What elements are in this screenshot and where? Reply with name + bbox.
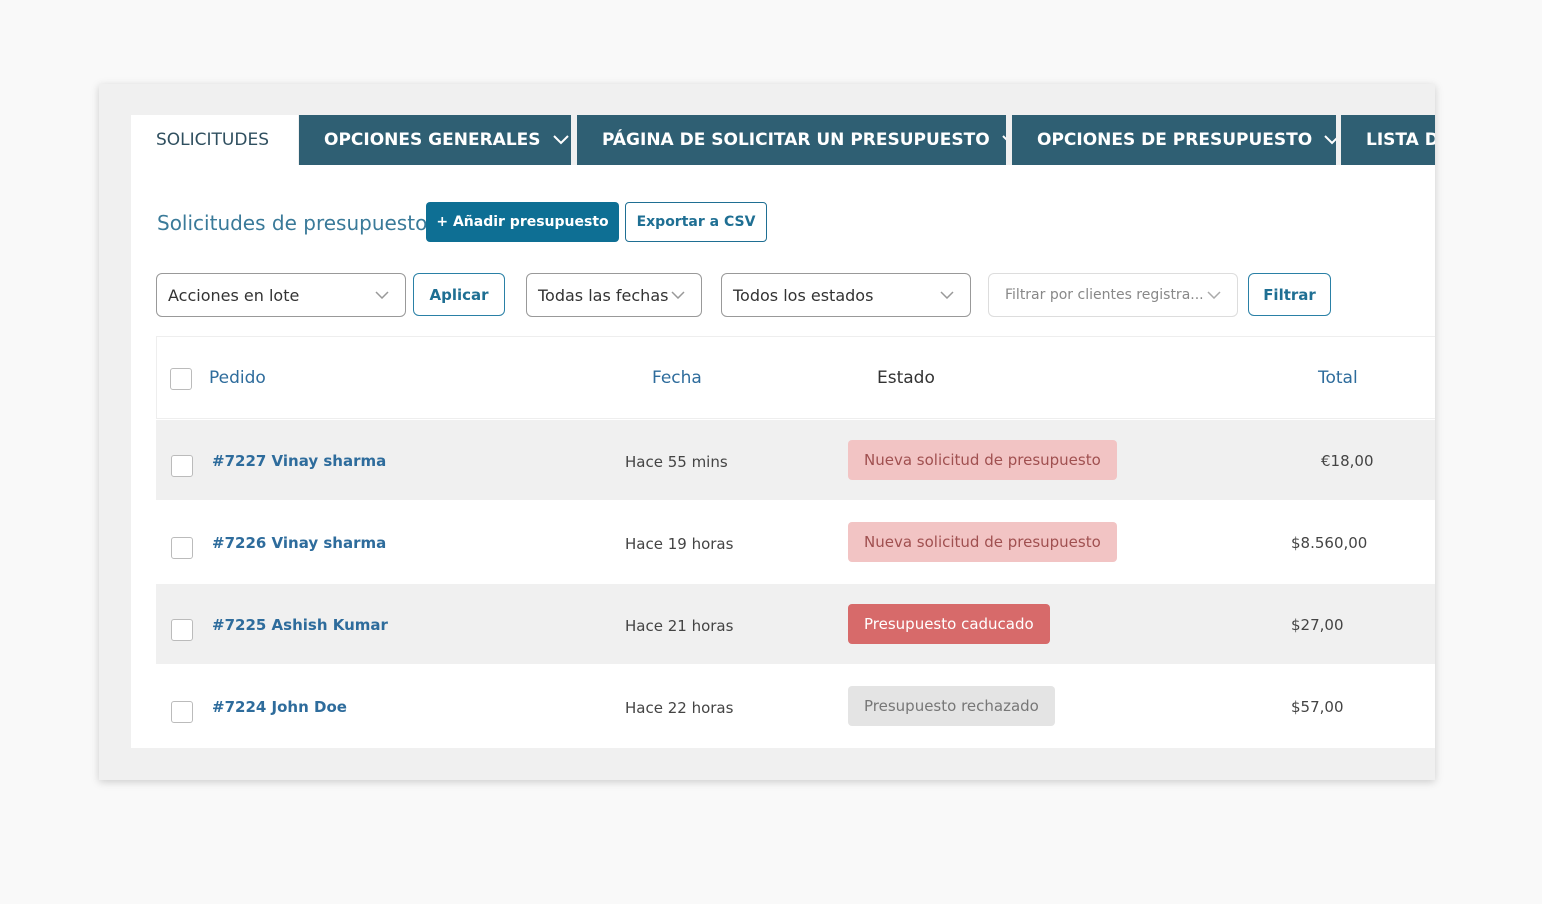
tab-label: OPCIONES GENERALES xyxy=(324,130,541,150)
status-badge: Nueva solicitud de presupuesto xyxy=(848,440,1117,480)
column-header[interactable]: Total xyxy=(1318,368,1358,388)
status-badge: Presupuesto caducado xyxy=(848,604,1050,644)
state-select[interactable]: Todos los estados xyxy=(721,273,971,317)
table-row xyxy=(156,584,1435,664)
total: €18,00 xyxy=(1321,452,1374,470)
checkbox[interactable] xyxy=(170,368,192,390)
column-header[interactable]: Pedido xyxy=(209,368,266,388)
order-link[interactable]: #7227 Vinay sharma xyxy=(212,452,387,470)
select-label: Todas las fechas xyxy=(538,285,669,305)
tab[interactable]: OPCIONES DE PRESUPUESTO xyxy=(1012,115,1336,165)
column-header[interactable]: Fecha xyxy=(652,368,702,388)
tab[interactable]: OPCIONES GENERALES xyxy=(299,115,571,165)
status-badge: Presupuesto rechazado xyxy=(848,686,1055,726)
total: $27,00 xyxy=(1291,616,1344,634)
table-row xyxy=(156,666,1435,746)
tab-label: OPCIONES DE PRESUPUESTO xyxy=(1037,130,1313,150)
checkbox[interactable] xyxy=(171,619,193,641)
date: Hace 21 horas xyxy=(625,617,734,635)
filter-button[interactable]: Filtrar xyxy=(1248,273,1331,316)
tab-label: PÁGINA DE SOLICITAR UN PRESUPUESTO xyxy=(602,130,990,150)
chevron xyxy=(1324,135,1336,145)
date: Hace 55 mins xyxy=(625,453,728,471)
checkbox[interactable] xyxy=(171,537,193,559)
bulk-select[interactable]: Acciones en lote xyxy=(156,273,406,317)
tab[interactable]: LISTA DE xyxy=(1341,115,1435,165)
chevron xyxy=(671,291,685,299)
order-link[interactable]: #7225 Ashish Kumar xyxy=(212,616,388,634)
chevron xyxy=(552,135,569,145)
date: Hace 22 horas xyxy=(625,699,734,717)
table-row xyxy=(156,502,1435,582)
order-link[interactable]: #7224 John Doe xyxy=(212,698,347,716)
date: Hace 19 horas xyxy=(625,535,734,553)
heading: Solicitudes de presupuesto xyxy=(157,211,428,235)
customer-select[interactable]: Filtrar por clientes registra... xyxy=(988,273,1238,317)
chevron xyxy=(375,291,389,299)
checkbox[interactable] xyxy=(171,455,193,477)
column-header: Estado xyxy=(877,368,935,388)
select-label: Filtrar por clientes registra... xyxy=(1005,287,1204,303)
chevron xyxy=(1002,135,1006,141)
status-badge: Nueva solicitud de presupuesto xyxy=(848,522,1117,562)
table-row xyxy=(156,420,1435,500)
date-select[interactable]: Todas las fechas xyxy=(526,273,702,317)
select-label: Todos los estados xyxy=(733,285,874,305)
table-header xyxy=(156,336,1435,419)
tab[interactable]: PÁGINA DE SOLICITAR UN PRESUPUESTO xyxy=(577,115,1006,165)
chevron xyxy=(940,291,954,299)
checkbox[interactable] xyxy=(171,701,193,723)
export-button[interactable]: Exportar a CSV xyxy=(625,202,767,242)
total: $8.560,00 xyxy=(1291,534,1368,552)
total: $57,00 xyxy=(1291,698,1344,716)
select-label: Acciones en lote xyxy=(168,285,300,305)
chevron xyxy=(1207,291,1221,299)
add-button[interactable]: + Añadir presupuesto xyxy=(426,202,619,242)
apply-button[interactable]: Aplicar xyxy=(413,273,505,316)
tab[interactable]: SOLICITUDES xyxy=(131,115,298,165)
order-link[interactable]: #7226 Vinay sharma xyxy=(212,534,387,552)
